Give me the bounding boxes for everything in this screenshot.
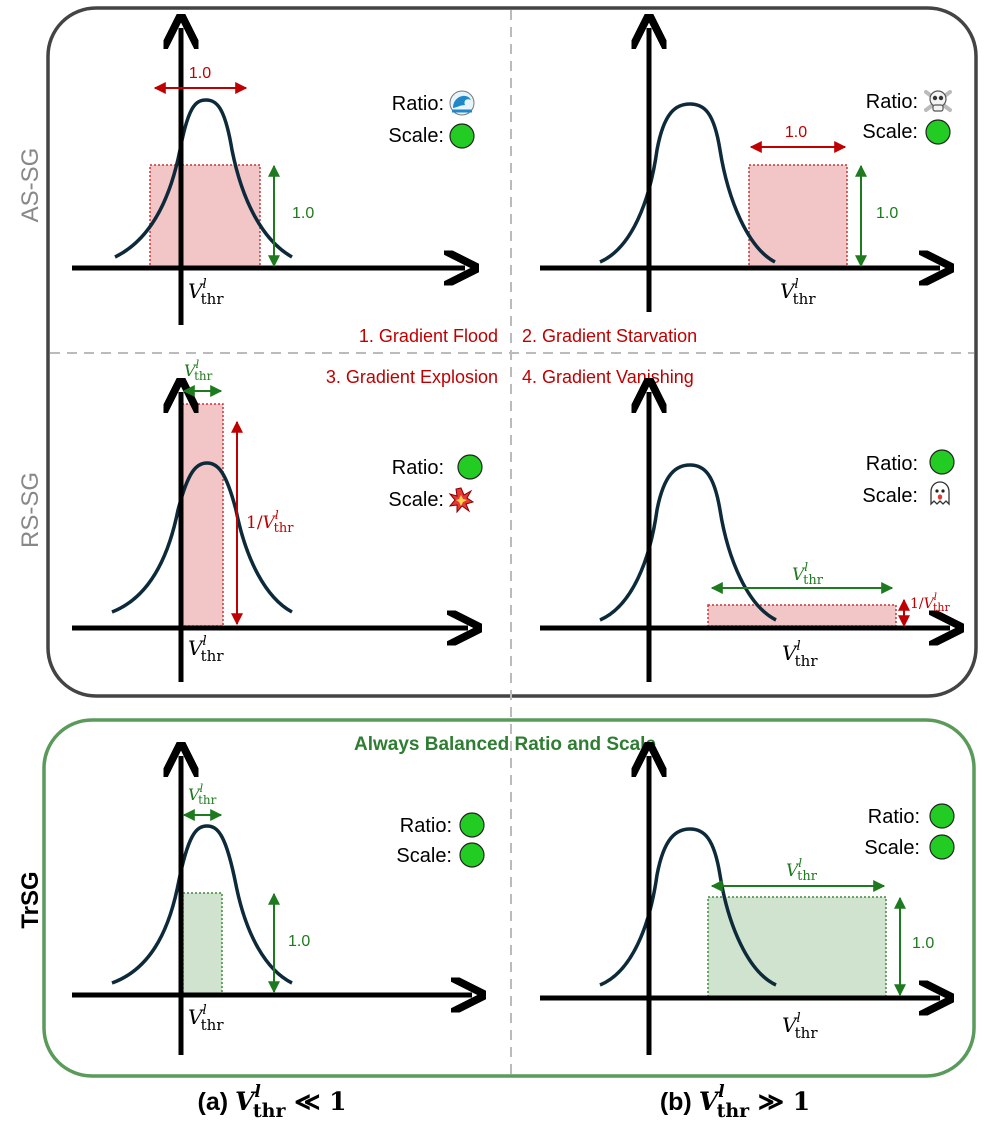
scale-label: Scale: [388, 125, 444, 147]
row-label-trsg: TrSG [17, 871, 44, 928]
balanced-title: Always Balanced Ratio and Scale [354, 734, 656, 755]
panel-trsg-low: Vl thr 1.0 Vl thr Ratio: Scale: [72, 756, 484, 1055]
height-label: 1.0 [288, 933, 310, 950]
caption-a: (a) Vl thr ≪ 1 [198, 1082, 347, 1122]
row-label-rs-sg: RS-SG [17, 472, 44, 548]
membrane-distribution-curve [599, 463, 777, 622]
ok-icon [929, 834, 955, 860]
panel-trsg-high: Vl thr 1.0 Vl thr Ratio: Scale: [540, 756, 955, 1055]
ok-icon [929, 449, 955, 475]
skull-icon [924, 90, 952, 112]
height-label: 1/Vl thr [910, 592, 950, 614]
threshold-label: Vl thr [188, 1003, 224, 1034]
surrogate-rect [748, 164, 848, 268]
height-label: 1.0 [912, 935, 934, 952]
membrane-distribution-curve [599, 827, 777, 987]
problem-gradient-flood: 1. Gradient Flood [359, 326, 498, 346]
ok-icon [929, 803, 955, 829]
width-label: Vl thr [188, 782, 217, 807]
ghost-icon [930, 481, 950, 506]
width-label: Vl thr [792, 560, 824, 588]
threshold-label: Vl thr [780, 277, 816, 308]
threshold-label: Vl thr [188, 634, 224, 665]
ratio-label: Ratio: [392, 93, 444, 115]
ok-icon [457, 454, 483, 480]
surrogate-rect [182, 892, 223, 995]
height-label: 1.0 [292, 205, 314, 222]
width-label: 1.0 [785, 124, 807, 141]
threshold-label: Vl thr [782, 1011, 818, 1042]
trsg-frame [42, 718, 976, 1078]
ratio-label: Ratio: [866, 453, 918, 475]
panel-rs-sg-low: Vl thr 1/Vl thr Vl thr Ratio: Scale: [72, 358, 483, 682]
threshold-label: Vl thr [782, 639, 818, 670]
panel-rs-sg-high: Vl thr 1/Vl thr Vl thr Ratio: Scale: [540, 392, 954, 682]
surrogate-rect [707, 896, 887, 998]
height-label: 1.0 [876, 205, 898, 222]
problem-gradient-starvation: 2. Gradient Starvation [522, 326, 697, 346]
surrogate-rect [707, 604, 897, 627]
panel-as-sg-low: 1.0 1.0 Vl thr Ratio: Scale: [72, 28, 474, 325]
row-label-as-sg: AS-SG [17, 148, 44, 223]
ok-icon [459, 812, 485, 838]
problem-gradient-explosion: 3. Gradient Explosion [326, 367, 498, 387]
scale-label: Scale: [862, 121, 918, 143]
ratio-label: Ratio: [868, 806, 920, 828]
width-label: 1.0 [189, 65, 211, 82]
ok-icon [459, 842, 485, 868]
wave-icon [449, 90, 475, 116]
panel-as-sg-high: 1.0 1.0 Vl thr Ratio: Scale: [540, 28, 950, 312]
problem-gradient-vanishing: 4. Gradient Vanishing [522, 367, 694, 387]
membrane-distribution-curve [111, 461, 293, 614]
caption-b: (b) Vl thr ≫ 1 [660, 1082, 810, 1122]
scale-label: Scale: [396, 845, 452, 867]
ratio-label: Ratio: [400, 815, 452, 837]
explosion-icon [448, 487, 475, 514]
ok-icon [449, 123, 475, 149]
width-label: Vl thr [786, 856, 818, 884]
ok-icon [925, 119, 951, 145]
membrane-distribution-curve [111, 824, 293, 985]
scale-label: Scale: [862, 485, 918, 507]
height-label: 1/Vl thr [246, 508, 294, 536]
threshold-label: Vl thr [188, 277, 224, 308]
scale-label: Scale: [388, 489, 444, 511]
ratio-label: Ratio: [392, 457, 444, 479]
scale-label: Scale: [864, 837, 920, 859]
ratio-label: Ratio: [866, 91, 918, 113]
surrogate-rect [181, 403, 224, 627]
width-label: Vl thr [184, 358, 213, 383]
surrogate-rect [149, 164, 261, 268]
